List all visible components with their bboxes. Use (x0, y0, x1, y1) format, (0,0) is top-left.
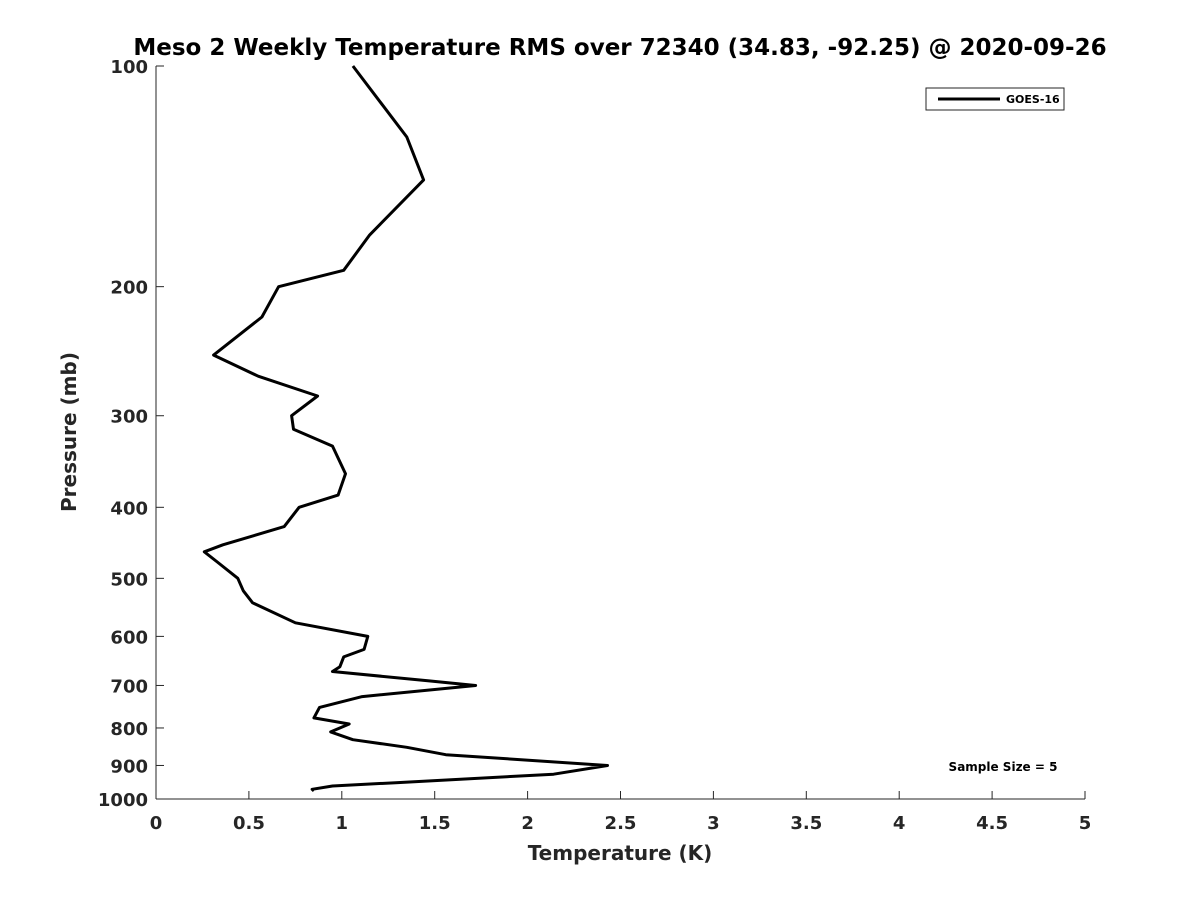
x-axis-ticks: 0 0.5 1 1.5 2 2.5 3 3.5 4 4.5 5 (150, 791, 1092, 834)
chart-title: Meso 2 Weekly Temperature RMS over 72340… (133, 35, 1106, 61)
y-tick-label: 900 (110, 756, 148, 777)
x-tick-label: 3.5 (790, 813, 822, 834)
x-tick-label: 1.5 (419, 813, 451, 834)
series-line-goes-16 (202, 65, 609, 793)
y-tick-label: 500 (110, 569, 148, 590)
x-tick-label: 4.5 (976, 813, 1008, 834)
x-tick-label: 0 (150, 813, 163, 834)
y-axis-ticks: 100 200 300 400 500 600 700 800 900 1000 (98, 57, 164, 811)
x-tick-label: 4 (893, 813, 906, 834)
y-tick-label: 200 (110, 278, 148, 299)
x-axis-label: Temperature (K) (528, 841, 713, 865)
y-tick-label: 600 (110, 627, 148, 648)
legend-label-goes-16: GOES-16 (1006, 93, 1060, 106)
y-tick-label: 400 (110, 498, 148, 519)
y-tick-label: 300 (110, 407, 148, 428)
y-tick-label: 1000 (98, 790, 148, 811)
series-layer (202, 65, 609, 793)
x-tick-label: 0.5 (233, 813, 265, 834)
legend: GOES-16 (925, 87, 1065, 111)
x-tick-label: 2.5 (605, 813, 637, 834)
x-tick-label: 2 (521, 813, 534, 834)
x-tick-label: 1 (336, 813, 349, 834)
x-tick-label: 5 (1079, 813, 1092, 834)
y-axis-label: Pressure (mb) (57, 352, 81, 512)
sample-size-annotation: Sample Size = 5 (949, 760, 1058, 774)
y-tick-label: 100 (110, 57, 148, 78)
y-tick-label: 700 (110, 676, 148, 697)
y-tick-label: 800 (110, 719, 148, 740)
x-tick-label: 3 (707, 813, 720, 834)
plot-area: 0 0.5 1 1.5 2 2.5 3 3.5 4 4.5 5 100 200 300 400 500 600… (98, 57, 1091, 834)
